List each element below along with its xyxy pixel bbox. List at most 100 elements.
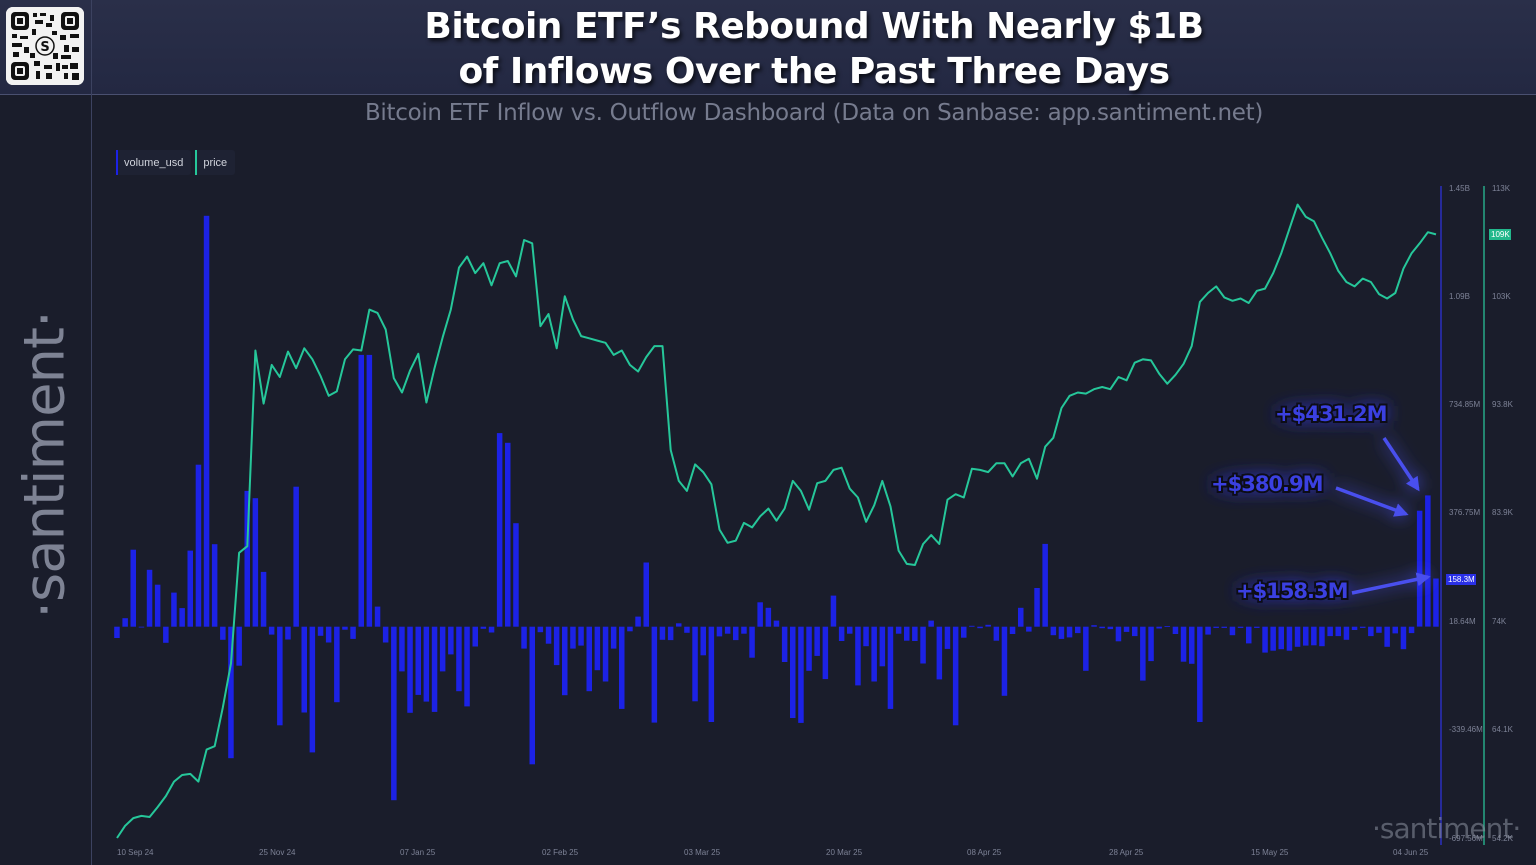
volume-bar — [1058, 626, 1065, 639]
volume-bar — [114, 626, 120, 638]
qr-code-icon[interactable]: S — [6, 7, 84, 85]
volume-bar — [1246, 626, 1252, 644]
volume-bar — [749, 626, 755, 658]
title-line-1: Bitcoin ETF’s Rebound With Nearly $1B — [424, 6, 1204, 47]
volume-bar — [1221, 626, 1227, 628]
volume-bar — [472, 626, 478, 647]
volume-bar — [1311, 626, 1317, 646]
volume-bar — [203, 215, 210, 627]
volume-bar — [1237, 626, 1244, 628]
volume-bar — [488, 626, 495, 633]
volume-bar — [871, 626, 877, 682]
volume-bar — [667, 626, 674, 641]
volume-bar — [1278, 626, 1284, 650]
x-tick: 15 May 25 — [1251, 848, 1289, 857]
volume-bar — [521, 626, 527, 649]
current-volume-badge — [1446, 574, 1476, 585]
volume-bar — [1197, 626, 1203, 722]
volume-bar — [733, 626, 739, 641]
right-tick: 93.8K — [1492, 400, 1514, 409]
volume-bar — [448, 626, 454, 655]
volume-bar — [610, 626, 617, 649]
svg-text:158.3M: 158.3M — [1448, 575, 1475, 584]
volume-bar — [1319, 626, 1325, 647]
volume-bar — [1009, 626, 1016, 634]
right-tick: 83.9K — [1492, 508, 1514, 517]
svg-text:109K: 109K — [1491, 230, 1510, 239]
volume-bar — [1335, 626, 1341, 637]
volume-bar — [1351, 626, 1358, 630]
legend-item-price[interactable]: price — [195, 150, 236, 175]
right-tick: 103K — [1492, 292, 1511, 301]
x-tick: 28 Apr 25 — [1109, 848, 1144, 857]
volume-bar — [1115, 626, 1122, 642]
volume-bar — [1001, 626, 1008, 696]
volume-bar — [651, 626, 658, 723]
volume-bar — [570, 626, 576, 649]
volume-bar — [260, 571, 267, 627]
volume-bar — [163, 626, 169, 643]
santiment-watermark-bottom: ·santiment· — [1372, 812, 1521, 845]
volume-bar — [1408, 626, 1415, 634]
left-tick: 376.75M — [1449, 508, 1480, 517]
volume-bar — [423, 626, 430, 702]
volume-bar — [822, 626, 829, 680]
annotation-158m: +$158.3M — [1236, 579, 1348, 603]
volume-bar — [952, 626, 959, 726]
volume-bar — [1123, 626, 1130, 632]
annotation-380m: +$380.9M — [1211, 472, 1323, 496]
legend-swatch-icon — [195, 150, 198, 175]
volume-bar — [1091, 625, 1097, 627]
volume-bar — [1075, 626, 1081, 634]
x-tick: 04 Jun 25 — [1393, 848, 1429, 857]
volume-bar — [904, 626, 910, 641]
volume-bar — [806, 626, 812, 671]
volume-bar — [122, 618, 128, 627]
legend-swatch-icon — [116, 150, 118, 175]
volume-bar — [847, 626, 853, 634]
svg-text:S: S — [40, 40, 49, 55]
legend-item-volume-usd[interactable]: volume_usd — [116, 150, 192, 175]
volume-bar — [138, 626, 145, 628]
volume-bar — [342, 626, 348, 630]
left-tick: 1.45B — [1449, 184, 1470, 193]
volume-bar — [724, 626, 731, 634]
volume-bar — [1180, 626, 1187, 662]
volume-bar — [1425, 495, 1431, 627]
volume-bar — [1254, 626, 1260, 628]
volume-bar — [268, 626, 275, 635]
volume-bar — [1034, 588, 1040, 627]
volume-bar — [195, 464, 202, 627]
left-tick: -697.56M — [1449, 834, 1483, 843]
volume-bar — [211, 544, 218, 627]
volume-bar — [325, 626, 332, 643]
left-tick: 734.85M — [1449, 400, 1480, 409]
volume-bar — [944, 626, 951, 649]
volume-bar — [765, 607, 772, 627]
arrow-icon — [1382, 437, 1420, 492]
volume-bar — [154, 584, 161, 627]
volume-bar — [912, 626, 918, 641]
volume-bar — [692, 626, 698, 702]
volume-bar — [928, 620, 934, 627]
volume-bar — [1229, 626, 1236, 636]
volume-bar — [643, 562, 649, 627]
x-tick: 02 Feb 25 — [542, 848, 579, 857]
volume-bar — [1164, 626, 1170, 627]
title-line-2: of Inflows Over the Past Three Days — [458, 51, 1170, 92]
volume-bar — [1286, 626, 1293, 651]
volume-bar — [277, 626, 283, 726]
volume-bar — [1360, 626, 1366, 628]
volume-bar — [1205, 626, 1211, 635]
volume-bar — [529, 626, 535, 765]
volume-bar — [578, 626, 584, 646]
volume-bar — [399, 626, 405, 672]
volume-bar — [1099, 626, 1105, 629]
left-tick: 1.09B — [1449, 292, 1470, 301]
annotations: +$431.2M +$380.9M +$158.3M — [1209, 400, 1431, 605]
volume-bar — [562, 626, 568, 696]
volume-bar — [741, 626, 747, 634]
right-tick: 54.2K — [1492, 834, 1514, 843]
arrow-icon — [1351, 572, 1431, 595]
volume-bar — [798, 626, 804, 723]
